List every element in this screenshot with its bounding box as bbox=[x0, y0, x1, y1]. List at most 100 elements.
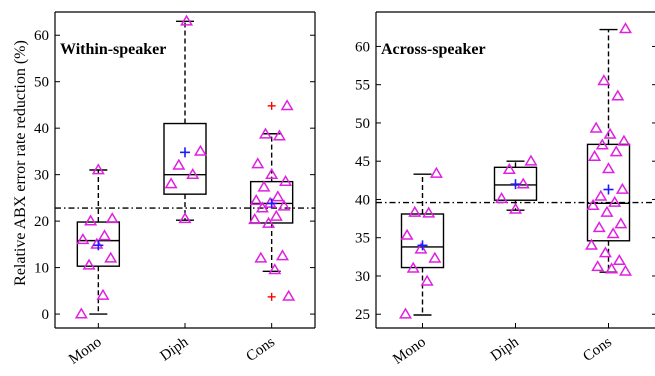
data-point bbox=[249, 193, 263, 206]
data-point bbox=[597, 74, 611, 86]
y-tick-label: 50 bbox=[355, 116, 370, 132]
panel-title: Across-speaker bbox=[381, 41, 486, 58]
data-point bbox=[275, 249, 289, 261]
data-point bbox=[618, 264, 633, 276]
data-point bbox=[420, 274, 434, 286]
data-point bbox=[279, 174, 293, 187]
data-point bbox=[96, 288, 110, 300]
data-point bbox=[193, 144, 207, 156]
data-point bbox=[406, 261, 420, 273]
data-point bbox=[82, 258, 96, 270]
data-point bbox=[277, 199, 291, 211]
y-tick-label: 60 bbox=[355, 39, 370, 55]
data-point bbox=[516, 177, 530, 189]
data-point bbox=[248, 213, 262, 225]
y-tick-label: 0 bbox=[42, 307, 50, 323]
data-point bbox=[90, 237, 104, 249]
data-point bbox=[268, 263, 282, 275]
data-point bbox=[591, 260, 605, 272]
data-point bbox=[164, 177, 178, 189]
category-label-diph: Diph bbox=[158, 334, 192, 365]
across-speaker-panel: 25 30 35 40 45 50 55 60 Mono Diph Cons Across-speak… bbox=[355, 11, 655, 368]
y-tick-label: 40 bbox=[34, 121, 49, 137]
data-point bbox=[178, 212, 192, 224]
data-point bbox=[617, 134, 631, 146]
data-point bbox=[608, 195, 622, 207]
data-point bbox=[400, 228, 414, 240]
y-tick-label: 45 bbox=[355, 154, 370, 170]
data-point bbox=[76, 233, 90, 245]
data-point bbox=[609, 145, 623, 157]
data-point bbox=[595, 138, 609, 150]
panel-title: Within-speaker bbox=[60, 41, 166, 58]
y-tick-label: 50 bbox=[34, 75, 49, 91]
y-tick-label: 55 bbox=[355, 78, 370, 94]
data-point bbox=[257, 180, 271, 192]
data-point bbox=[172, 158, 186, 170]
data-point bbox=[605, 262, 619, 274]
data-point bbox=[592, 221, 606, 233]
data-point bbox=[422, 206, 436, 218]
data-point bbox=[586, 198, 600, 210]
iqr-box bbox=[493, 166, 538, 201]
data-point bbox=[598, 246, 612, 258]
data-point bbox=[594, 189, 608, 201]
data-point bbox=[612, 253, 626, 266]
data-point bbox=[269, 209, 283, 221]
data-point bbox=[508, 202, 523, 214]
data-point bbox=[265, 167, 279, 180]
y-tick-label: 30 bbox=[355, 269, 370, 285]
data-point bbox=[408, 205, 422, 217]
data-point bbox=[180, 14, 194, 26]
data-point bbox=[251, 157, 265, 169]
data-point bbox=[254, 251, 268, 263]
data-point bbox=[428, 251, 442, 263]
data-point bbox=[429, 166, 443, 178]
y-tick-label: 20 bbox=[34, 214, 49, 230]
data-point bbox=[524, 154, 538, 166]
data-point bbox=[262, 216, 276, 228]
data-point bbox=[603, 127, 617, 139]
category-label-mono: Mono bbox=[390, 334, 429, 368]
data-point bbox=[502, 162, 516, 175]
y-tick-label: 40 bbox=[355, 192, 370, 208]
y-tick-label: 35 bbox=[355, 231, 370, 247]
category-label-cons: Cons bbox=[244, 334, 279, 365]
data-point bbox=[606, 227, 620, 239]
y-axis-label: Relative ABX error rate reduction (%) bbox=[12, 40, 29, 286]
data-point bbox=[280, 99, 294, 111]
box-mono bbox=[76, 169, 121, 315]
data-point bbox=[601, 162, 616, 174]
y-tick-label: 25 bbox=[355, 307, 370, 323]
data-point bbox=[271, 190, 285, 202]
data-point bbox=[186, 167, 200, 180]
data-point bbox=[104, 251, 118, 263]
category-label-cons: Cons bbox=[580, 334, 615, 365]
data-point bbox=[105, 212, 119, 224]
box-diph bbox=[163, 20, 207, 221]
data-point bbox=[84, 214, 98, 226]
data-point bbox=[282, 289, 296, 301]
data-point bbox=[584, 238, 599, 250]
y-tick-label: 30 bbox=[34, 168, 49, 184]
category-label-mono: Mono bbox=[66, 334, 105, 368]
iqr-box bbox=[586, 143, 631, 242]
iqr-box bbox=[163, 122, 207, 195]
y-tick-label: 60 bbox=[34, 28, 49, 44]
data-point bbox=[615, 182, 629, 194]
data-point bbox=[600, 205, 614, 217]
data-point bbox=[258, 127, 272, 139]
data-point bbox=[589, 121, 603, 133]
y-tick-label: 10 bbox=[34, 261, 49, 277]
within-speaker-panel: 0 10 20 30 40 50 60 Mono Diph Cons Within-speaker bbox=[34, 11, 316, 368]
data-point bbox=[74, 307, 88, 319]
data-point bbox=[618, 22, 633, 34]
data-point bbox=[414, 242, 428, 254]
data-point bbox=[398, 307, 413, 319]
data-point bbox=[272, 129, 286, 141]
category-label-diph: Diph bbox=[488, 334, 522, 365]
data-point bbox=[495, 192, 509, 204]
data-point bbox=[614, 217, 628, 229]
data-point bbox=[98, 229, 112, 241]
